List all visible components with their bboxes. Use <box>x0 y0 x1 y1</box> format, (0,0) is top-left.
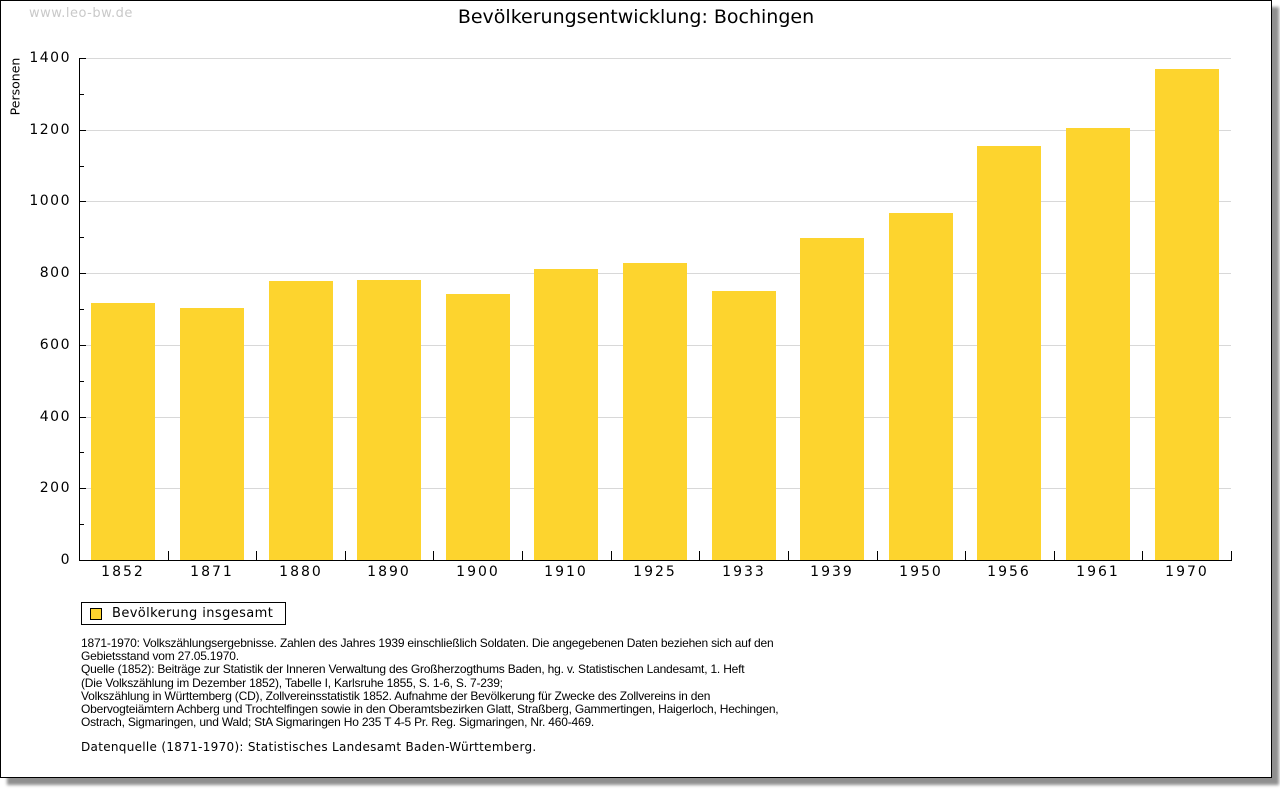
bar-1939 <box>800 238 864 560</box>
gridline-1200 <box>80 130 1231 131</box>
y-minor-tick-700 <box>80 309 84 310</box>
x-tick-label-1950: 1950 <box>899 564 943 580</box>
footer-line-4: (Die Volkszählung im Dezember 1852), Tab… <box>81 675 503 690</box>
x-boundary-tick-2 <box>256 551 257 560</box>
footer-line-7: Ostrach, Sigmaringen, und Wald; StA Sigm… <box>81 715 595 730</box>
y-major-tick-200 <box>80 488 86 489</box>
y-tick-label-400: 400 <box>39 409 71 425</box>
y-tick-label-800: 800 <box>39 265 71 281</box>
gridline-1400 <box>80 58 1231 59</box>
x-tick-label-1939: 1939 <box>810 564 854 580</box>
x-boundary-tick-5 <box>522 551 523 560</box>
bar-1925 <box>623 263 687 560</box>
x-boundary-tick-4 <box>433 551 434 560</box>
y-tick-label-0: 0 <box>60 552 71 568</box>
x-boundary-tick-12 <box>1142 551 1143 560</box>
y-minor-tick-1100 <box>80 166 84 167</box>
x-tick-label-1900: 1900 <box>456 564 500 580</box>
bar-1880 <box>269 281 333 560</box>
y-tick-label-1200: 1200 <box>29 122 71 138</box>
x-tick-label-1956: 1956 <box>987 564 1031 580</box>
bar-1900 <box>446 294 510 560</box>
bar-1950 <box>889 213 953 560</box>
y-minor-tick-1300 <box>80 94 84 95</box>
x-boundary-tick-6 <box>611 551 612 560</box>
y-minor-tick-900 <box>80 237 84 238</box>
bar-1956 <box>977 146 1041 560</box>
footer-line-1: 1871-1970: Volkszählungsergebnisse. Zahl… <box>81 636 774 650</box>
x-tick-label-1970: 1970 <box>1165 564 1209 580</box>
y-minor-tick-300 <box>80 452 84 453</box>
y-tick-label-200: 200 <box>39 480 71 496</box>
bar-1933 <box>712 291 776 560</box>
x-tick-label-1871: 1871 <box>190 564 234 580</box>
x-boundary-tick-9 <box>877 551 878 560</box>
footer-line-2: Gebietsstand vom 27.05.1970. <box>81 649 239 664</box>
x-axis-line <box>79 560 1232 561</box>
y-major-tick-1200 <box>80 130 86 131</box>
data-source-line: Datenquelle (1871-1970): Statistisches L… <box>81 740 537 754</box>
y-tick-label-600: 600 <box>39 337 71 353</box>
legend-label: Bevölkerung insgesamt <box>112 606 274 621</box>
bar-1852 <box>91 303 155 560</box>
x-boundary-tick-1 <box>168 551 169 560</box>
y-minor-tick-500 <box>80 381 84 382</box>
y-major-tick-600 <box>80 345 86 346</box>
x-tick-label-1852: 1852 <box>101 564 145 580</box>
y-axis-line <box>79 58 80 561</box>
x-tick-label-1925: 1925 <box>633 564 677 580</box>
x-boundary-tick-11 <box>1054 551 1055 560</box>
legend-swatch-icon <box>90 607 102 620</box>
footer-line-3: Quelle (1852): Beiträge zur Statistik de… <box>81 662 745 677</box>
watermark: www.leo-bw.de <box>29 6 133 21</box>
x-tick-label-1961: 1961 <box>1076 564 1120 580</box>
bar-1910 <box>534 269 598 560</box>
x-boundary-tick-8 <box>788 551 789 560</box>
x-tick-label-1890: 1890 <box>367 564 411 580</box>
x-boundary-tick-10 <box>965 551 966 560</box>
footer-notes: 1871-1970: Volkszählungsergebnisse. Zahl… <box>81 636 941 730</box>
chart-card: www.leo-bw.de Bevölkerungsentwicklung: B… <box>0 0 1272 778</box>
y-major-tick-400 <box>80 417 86 418</box>
y-minor-tick-100 <box>80 524 84 525</box>
x-boundary-tick-13 <box>1231 551 1232 560</box>
footer-line-6: Obervogteiämtern Achberg und Trochtelfin… <box>81 702 779 717</box>
bar-1871 <box>180 308 244 560</box>
bar-1890 <box>357 280 421 560</box>
y-tick-label-1400: 1400 <box>29 50 71 66</box>
footer-line-5: Volkszählung in Württemberg (CD), Zollve… <box>81 688 711 703</box>
gridline-1000 <box>80 201 1231 202</box>
x-tick-label-1933: 1933 <box>722 564 766 580</box>
legend: Bevölkerung insgesamt <box>81 602 287 625</box>
x-tick-label-1880: 1880 <box>279 564 323 580</box>
x-boundary-tick-7 <box>699 551 700 560</box>
y-tick-label-1000: 1000 <box>29 193 71 209</box>
y-major-tick-1400 <box>80 58 86 59</box>
bar-1961 <box>1066 128 1130 560</box>
y-major-tick-1000 <box>80 201 86 202</box>
y-major-tick-800 <box>80 273 86 274</box>
x-boundary-tick-3 <box>345 551 346 560</box>
bar-1970 <box>1155 69 1219 560</box>
chart-title: Bevölkerungsentwicklung: Bochingen <box>457 6 815 28</box>
x-tick-label-1910: 1910 <box>544 564 588 580</box>
